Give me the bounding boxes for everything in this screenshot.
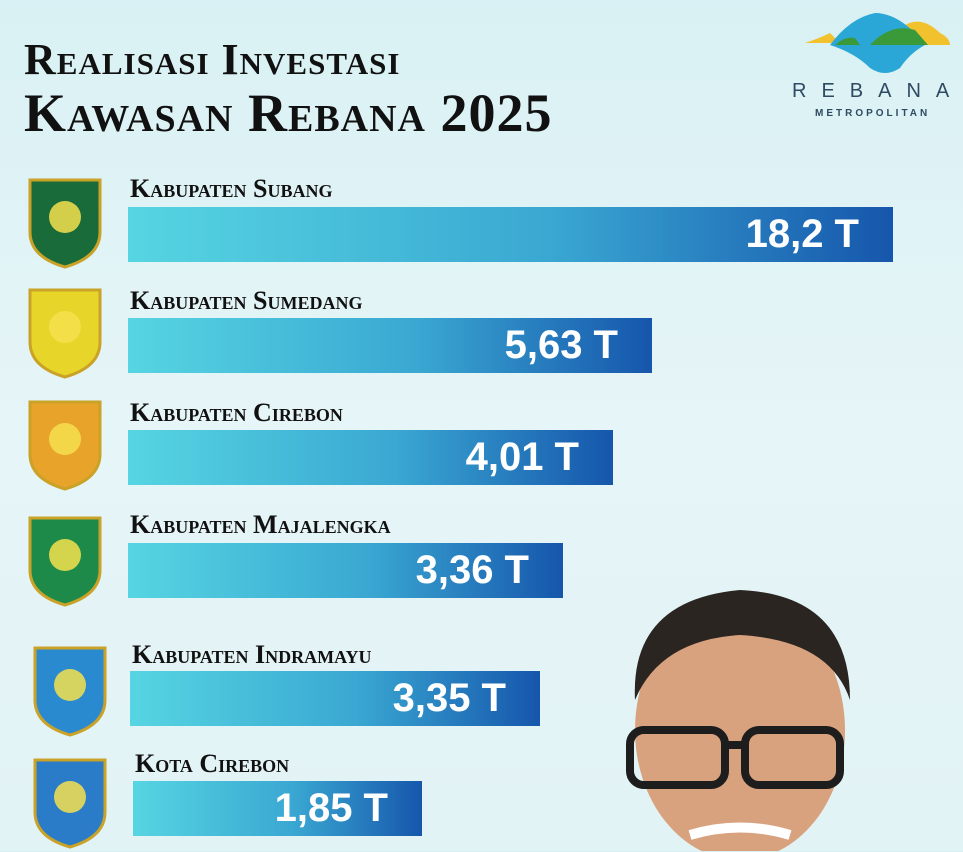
bar: 3,36 T (128, 543, 563, 598)
regency-emblem-icon (33, 646, 107, 737)
title-line-1: Realisasi Investasi (24, 35, 401, 84)
regency-emblem-icon (28, 400, 102, 491)
bar-value-label: 4,01 T (465, 435, 579, 479)
logo-name: REBANA (792, 80, 963, 102)
bar-value-label: 3,35 T (392, 676, 506, 720)
bar-value-label: 3,36 T (415, 548, 529, 592)
regency-emblem-icon (28, 178, 102, 269)
rebana-logo-icon (805, 13, 950, 73)
bar-value-label: 18,2 T (745, 212, 859, 256)
logo-subtitle: METROPOLITAN (815, 108, 931, 119)
bar: 4,01 T (128, 430, 613, 485)
category-label: Kabupaten Cirebon (130, 398, 343, 427)
bar-value-label: 1,85 T (274, 786, 388, 830)
bar: 5,63 T (128, 318, 652, 373)
category-label: Kabupaten Indramayu (132, 640, 372, 669)
bar: 18,2 T (128, 207, 893, 262)
category-label: Kabupaten Subang (130, 174, 333, 203)
category-label: Kabupaten Sumedang (130, 286, 363, 315)
title-line-2: Kawasan Rebana 2025 (24, 83, 553, 143)
person-photo (626, 590, 850, 851)
category-label: Kota Cirebon (135, 749, 290, 778)
bar-value-label: 5,63 T (504, 323, 618, 367)
category-label: Kabupaten Majalengka (130, 510, 391, 539)
regency-emblem-icon (28, 288, 102, 379)
regency-emblem-icon (28, 516, 102, 607)
regency-emblem-icon (33, 758, 107, 849)
bar: 1,85 T (133, 781, 422, 836)
bar: 3,35 T (130, 671, 540, 726)
